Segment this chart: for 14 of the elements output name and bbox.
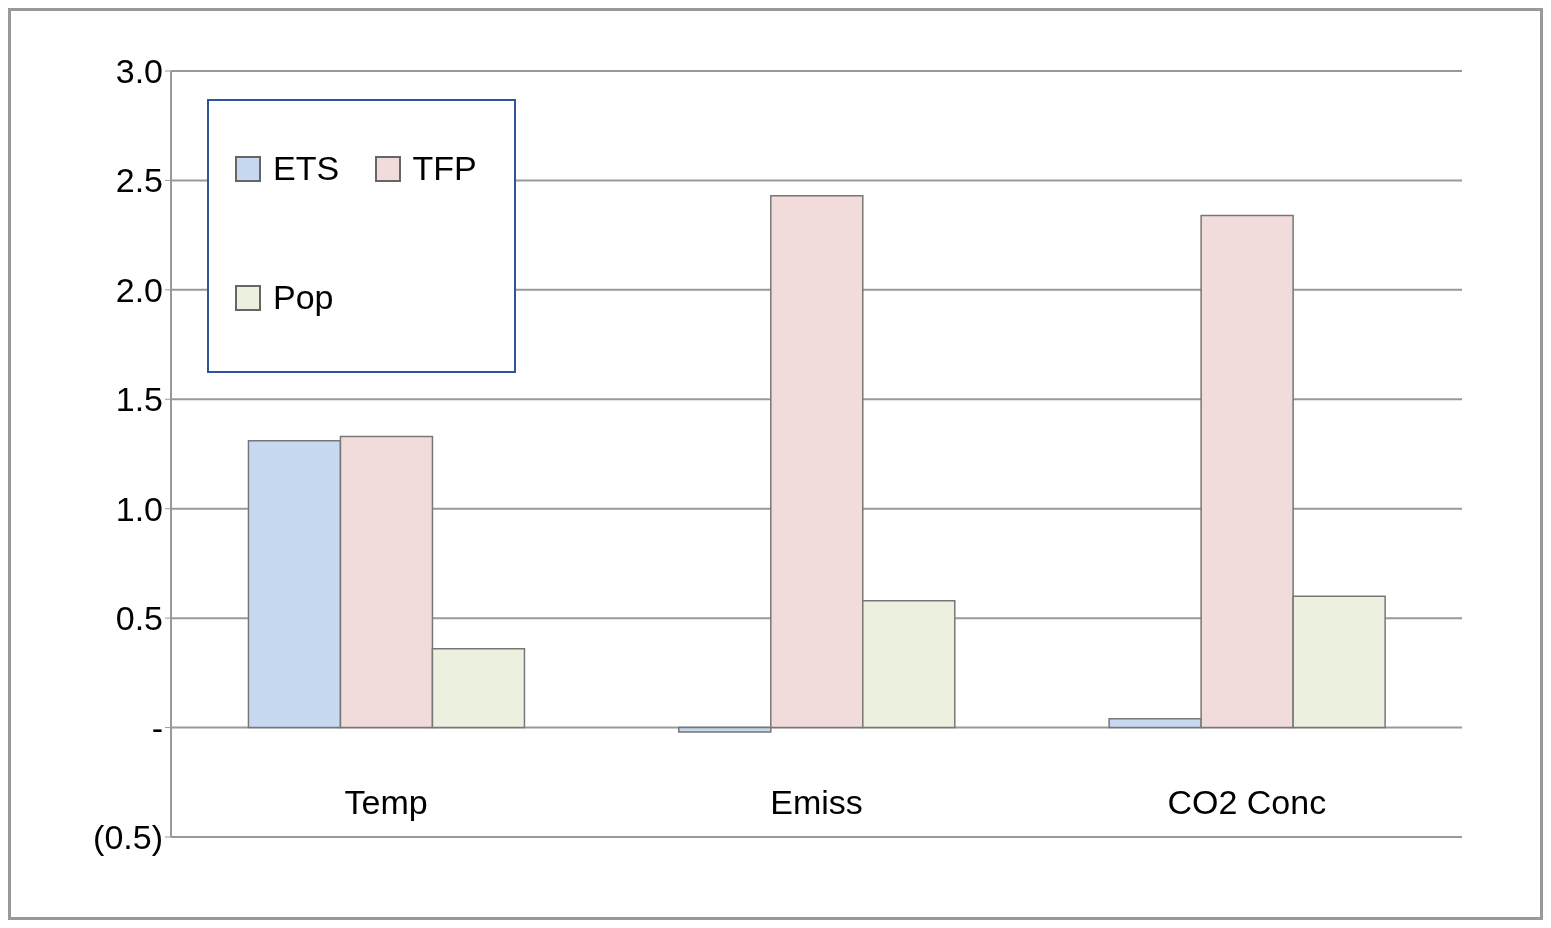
y-tick-label: 1.0 xyxy=(115,489,163,528)
y-tick-label: 2.5 xyxy=(115,161,163,200)
y-tick-label: - xyxy=(151,708,163,747)
y-tick-label: (0.5) xyxy=(93,818,163,857)
y-tick-label: 0.5 xyxy=(115,599,163,638)
y-tick-label: 3.0 xyxy=(115,52,163,91)
y-tick-label: 1.5 xyxy=(115,380,163,419)
y-tick-label: 2.0 xyxy=(115,270,163,309)
legend-label: TFP xyxy=(412,149,477,188)
x-tick-label: Emiss xyxy=(770,783,863,822)
legend-label: ETS xyxy=(273,149,340,188)
x-tick-label: CO2 Conc xyxy=(1167,783,1327,822)
legend-label: Pop xyxy=(273,278,334,317)
x-tick-label: Temp xyxy=(344,783,428,822)
